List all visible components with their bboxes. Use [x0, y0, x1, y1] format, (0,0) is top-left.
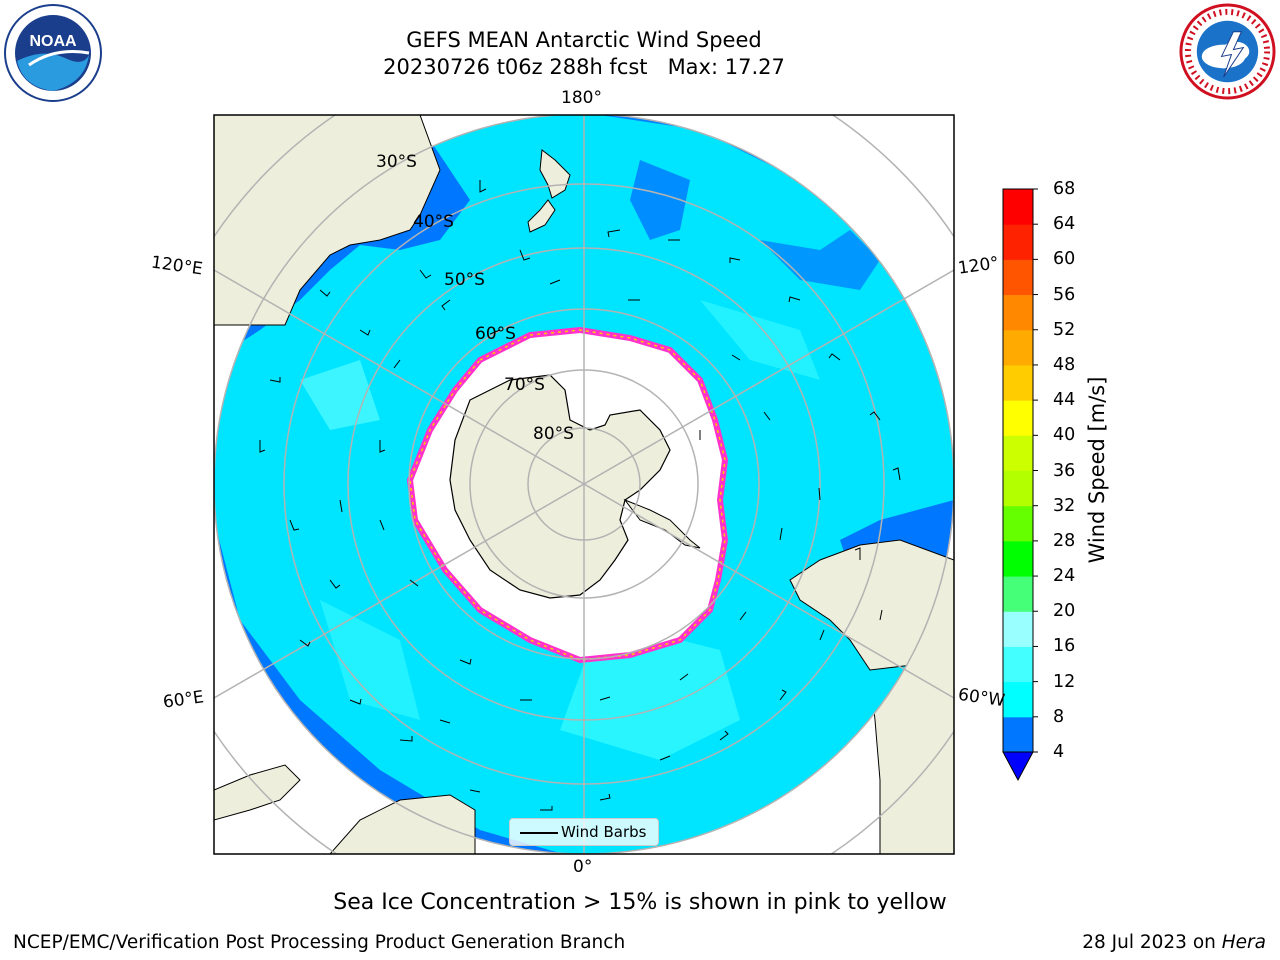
colorbar-segment	[1003, 400, 1033, 436]
map-frame	[213, 114, 955, 855]
lat-label-40s: 40°S	[413, 212, 454, 232]
lat-label-50s: 50°S	[444, 270, 485, 290]
colorbar-tick-label: 68	[1053, 179, 1076, 199]
lon-label-0: 0°	[573, 857, 593, 877]
colorbar-segment	[1003, 646, 1033, 683]
colorbar-segment	[1003, 540, 1033, 577]
caption: Sea Ice Concentration > 15% is shown in …	[333, 890, 947, 915]
colorbar	[1002, 188, 1034, 782]
colorbar-extend-triangle	[1002, 751, 1034, 782]
svg-text:NOAA: NOAA	[29, 33, 77, 50]
colorbar-segment	[1003, 681, 1033, 718]
colorbar-segment	[1003, 224, 1033, 260]
colorbar-tick-label: 36	[1053, 460, 1076, 481]
colorbar-segment	[1003, 259, 1033, 296]
map-legend: Wind Barbs	[509, 818, 659, 846]
chart-subtitle: 20230726 t06z 288h fcst Max: 17.27	[383, 55, 785, 79]
colorbar-tick-label: 32	[1053, 495, 1076, 516]
colorbar-tick-label: 4	[1053, 742, 1065, 762]
colorbar-segment	[1003, 435, 1033, 471]
chart-title: GEFS MEAN Antarctic Wind Speed	[406, 28, 762, 52]
colorbar-segment	[1003, 470, 1033, 507]
colorbar-tick-label: 12	[1053, 671, 1076, 692]
colorbar-segment	[1003, 505, 1033, 542]
land-madagascar	[214, 764, 301, 821]
map-area	[214, 115, 954, 854]
noaa-logo: NOAA	[4, 4, 102, 102]
land-new-zealand	[527, 149, 571, 233]
lat-label-80s: 80°S	[533, 424, 574, 444]
lat-label-70s: 70°S	[504, 375, 545, 395]
footer-date-text: 28 Jul 2023 on	[1082, 932, 1222, 953]
colorbar-tick-label: 8	[1053, 706, 1065, 727]
colorbar-tick-label: 48	[1053, 354, 1076, 375]
colorbar-segment	[1003, 189, 1033, 225]
footer-machine: Hera	[1221, 932, 1266, 953]
colorbar-tick-label: 28	[1053, 530, 1076, 551]
nws-logo	[1179, 3, 1276, 100]
legend-label: Wind Barbs	[561, 823, 647, 841]
footer-date: 28 Jul 2023 on Hera	[1082, 932, 1266, 953]
colorbar-segment	[1003, 576, 1033, 612]
colorbar-tick-label: 56	[1053, 284, 1076, 305]
colorbar-label: Wind Speed [m/s]	[1085, 376, 1109, 564]
land-antarctic-peninsula	[623, 498, 701, 549]
lat-label-30s: 30°S	[376, 152, 417, 172]
colorbar-tick-label: 24	[1053, 566, 1076, 587]
lon-label-180: 180°	[561, 88, 602, 108]
colorbar-tick-label: 20	[1053, 601, 1076, 622]
colorbar-segment	[1003, 364, 1033, 401]
graticule	[214, 115, 954, 854]
colorbar-segment	[1003, 294, 1033, 331]
colorbar-segment	[1003, 611, 1033, 647]
colorbar-tick-label: 52	[1053, 319, 1076, 340]
colorbar-segment	[1003, 329, 1033, 366]
colorbar-tick-label: 64	[1053, 214, 1076, 235]
footer-credit: NCEP/EMC/Verification Post Processing Pr…	[13, 932, 626, 953]
legend-line-swatch	[520, 832, 558, 834]
lat-label-60s: 60°S	[475, 324, 516, 344]
colorbar-tick-label: 16	[1053, 636, 1076, 657]
colorbar-tick-label: 60	[1053, 249, 1076, 270]
wind-barbs	[259, 180, 901, 811]
colorbar-tick-label: 44	[1053, 390, 1076, 411]
colorbar-tick-label: 40	[1053, 425, 1076, 446]
colorbar-segment	[1003, 716, 1033, 753]
